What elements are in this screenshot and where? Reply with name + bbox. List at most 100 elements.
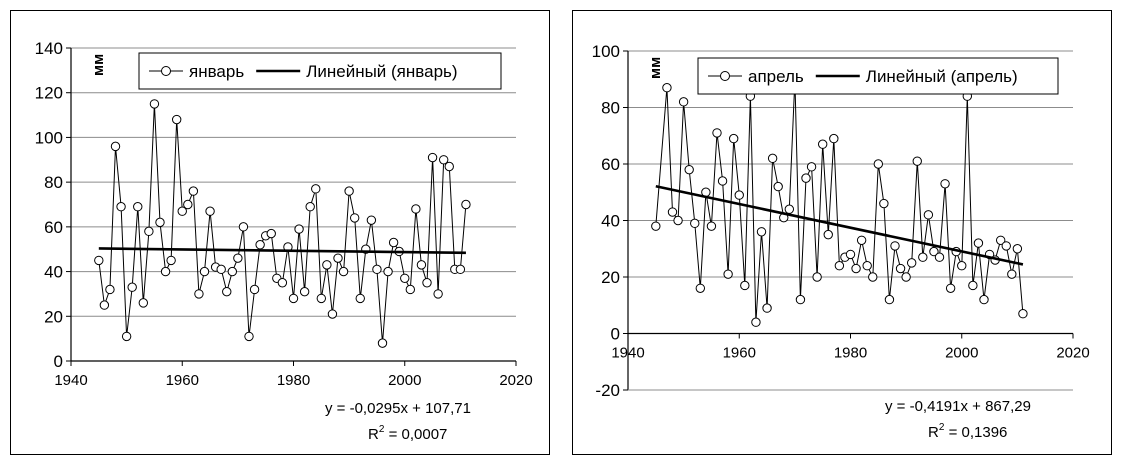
data-point	[1001, 241, 1011, 251]
y-tick-label: 60	[44, 218, 63, 237]
data-point	[957, 261, 967, 271]
data-point	[222, 286, 232, 297]
data-point	[690, 218, 700, 229]
data-point	[695, 283, 706, 293]
data-point	[767, 153, 778, 164]
x-tick-label: 1980	[834, 345, 867, 362]
april-chart: -20 0 20 40 60 80 100 1940 1960 1980 2000 2020 мм апр…	[592, 42, 1090, 441]
data-point	[377, 338, 388, 348]
x-tick-label: 1980	[277, 372, 310, 389]
data-point	[678, 97, 689, 107]
data-point	[233, 253, 243, 263]
data-point	[316, 293, 327, 304]
data-point	[322, 260, 332, 270]
y-tick-label: -20	[595, 381, 620, 400]
data-point	[884, 294, 895, 305]
chart-panel-january: 0 20 40 60 80 100 120 140 1940 1960 1980 2000 2020 мм…	[10, 10, 550, 455]
trend-equation: y = -0,0295x + 107,71	[325, 400, 471, 417]
data-point	[349, 213, 360, 223]
data-point	[105, 284, 115, 295]
data-point	[155, 217, 165, 228]
legend-label-series: апрель	[748, 67, 804, 86]
legend-marker	[720, 71, 730, 81]
data-point	[405, 284, 416, 295]
y-axis-unit-label: мм	[90, 54, 107, 76]
data-point	[277, 278, 288, 288]
data-point	[461, 199, 471, 210]
data-point	[311, 184, 321, 194]
data-point	[338, 266, 349, 277]
data-point	[973, 238, 984, 248]
x-tick-label: 2020	[1056, 345, 1089, 362]
data-point	[183, 199, 193, 210]
data-point	[1012, 244, 1023, 254]
data-point	[249, 284, 260, 295]
data-point	[795, 294, 806, 305]
data-point	[438, 155, 449, 165]
y-tick-label: 140	[35, 39, 63, 58]
data-point	[166, 255, 176, 266]
data-point	[1018, 309, 1028, 319]
data-point	[890, 241, 900, 251]
data-point	[995, 235, 1006, 245]
data-point	[116, 202, 126, 212]
data-point	[227, 266, 238, 277]
y-tick-label: 40	[601, 212, 620, 231]
data-point	[333, 253, 343, 263]
data-point	[834, 261, 845, 271]
data-point	[127, 282, 137, 292]
data-point	[299, 286, 310, 297]
data-point	[433, 289, 443, 299]
data-point	[327, 309, 338, 319]
legend-label-trendline: Линейный (апрель)	[866, 67, 1018, 86]
data-point	[110, 141, 121, 152]
data-point	[773, 181, 783, 192]
y-tick-label: 80	[601, 99, 620, 118]
data-point	[823, 229, 833, 240]
data-point	[411, 204, 421, 214]
data-point	[806, 162, 817, 172]
data-point	[194, 289, 204, 299]
data-point	[266, 228, 276, 239]
data-point	[906, 258, 917, 268]
data-point	[717, 176, 728, 186]
data-point	[144, 226, 154, 237]
data-point	[177, 206, 187, 216]
legend-label-series: январь	[189, 62, 244, 81]
data-point	[740, 280, 750, 291]
data-point	[355, 293, 365, 304]
data-point	[862, 261, 872, 271]
data-point	[422, 278, 432, 288]
x-tick-label: 2020	[499, 372, 532, 389]
data-point	[684, 164, 694, 175]
data-point	[968, 280, 978, 291]
data-point	[416, 260, 427, 270]
data-point	[344, 186, 354, 196]
y-tick-label: 20	[601, 268, 620, 287]
y-tick-label: 100	[35, 128, 63, 147]
data-point	[940, 179, 950, 189]
legend-label-trendline: Линейный (январь)	[306, 62, 457, 81]
data-point	[812, 272, 822, 282]
data-point	[662, 83, 672, 93]
data-point	[918, 252, 928, 262]
y-tick-label: 40	[44, 263, 63, 282]
data-point	[879, 198, 889, 209]
data-point	[923, 210, 934, 220]
data-point	[979, 294, 989, 305]
data-point	[388, 237, 399, 248]
y-tick-label: 120	[35, 84, 63, 103]
chart-panel-april: -20 0 20 40 60 80 100 1940 1960 1980 2000 2020 мм апр…	[572, 10, 1112, 455]
data-point	[895, 263, 906, 274]
y-tick-label: 0	[54, 352, 63, 371]
trendline	[655, 185, 1024, 266]
data-point	[149, 99, 160, 109]
y-tick-label: 0	[611, 325, 620, 344]
x-tick-label: 1940	[611, 345, 644, 362]
legend-box	[138, 52, 502, 90]
january-chart: 0 20 40 60 80 100 120 140 1940 1960 1980 2000 2020 мм…	[35, 39, 533, 443]
data-series-line	[655, 79, 1024, 323]
data-point	[934, 252, 945, 262]
data-point	[205, 206, 215, 216]
data-point	[851, 263, 861, 274]
